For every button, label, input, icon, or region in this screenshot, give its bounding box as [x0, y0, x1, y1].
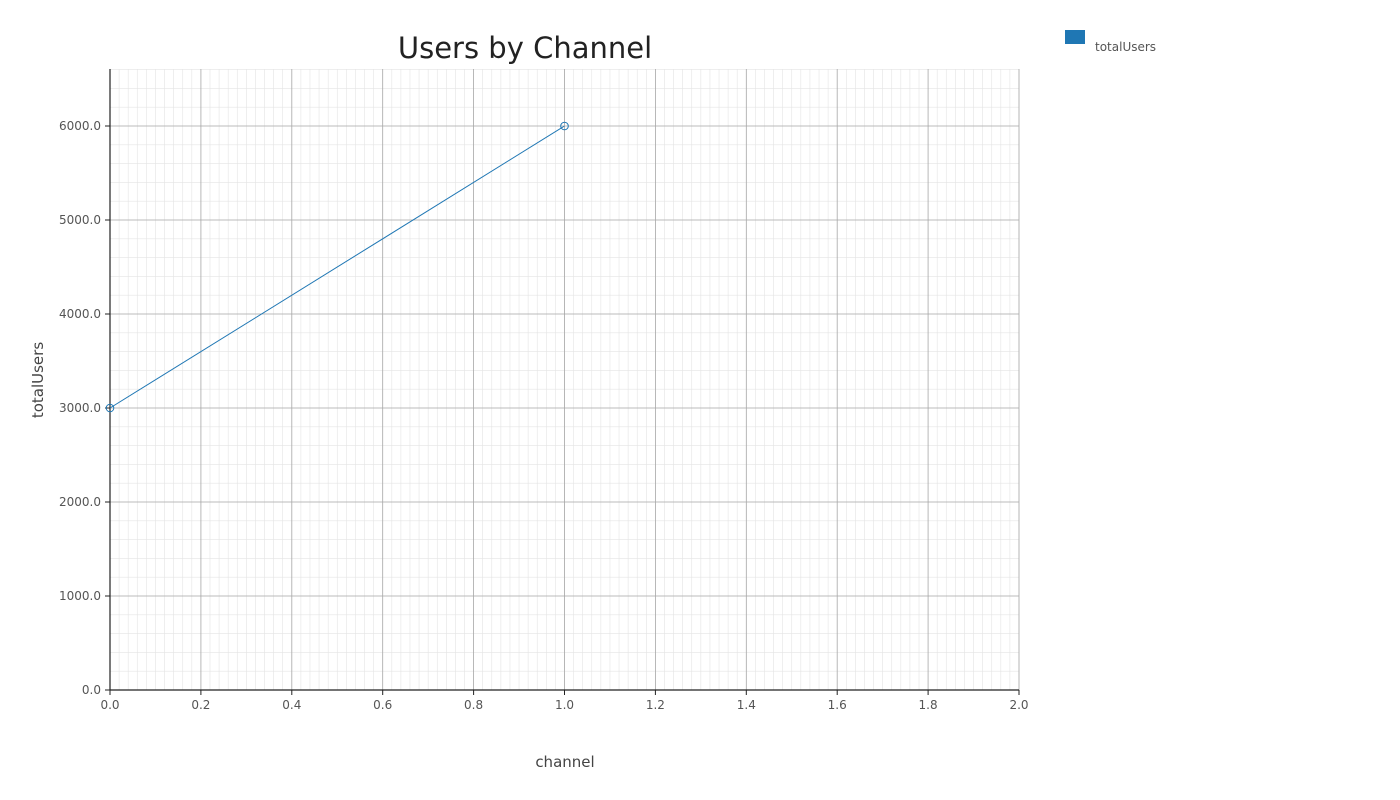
y-tick-label: 1000.0: [59, 589, 101, 603]
x-axis-label: channel: [535, 753, 594, 771]
y-tick-label: 6000.0: [59, 119, 101, 133]
x-tick-label: 0.8: [464, 698, 483, 712]
series-layer: [105, 121, 569, 413]
x-tick-label: 0.6: [373, 698, 392, 712]
x-tick-label: 2.0: [1009, 698, 1028, 712]
y-tick-label: 5000.0: [59, 213, 101, 227]
data-point: [105, 403, 115, 413]
y-tick-label: 0.0: [82, 683, 101, 697]
y-tick-label: 4000.0: [59, 307, 101, 321]
legend: totalUsers: [1065, 30, 1156, 54]
y-tick-label: 3000.0: [59, 401, 101, 415]
x-tick-label: 1.0: [555, 698, 574, 712]
x-tick-label: 0.0: [100, 698, 119, 712]
data-point: [560, 121, 569, 131]
y-axis-ticks: 0.0 1000.0 2000.0 3000.0 4000.0 5000.0 6000.0: [59, 119, 110, 697]
chart-title: Users by Channel: [398, 31, 652, 65]
x-tick-label: 1.8: [919, 698, 938, 712]
x-tick-label: 1.2: [646, 698, 665, 712]
x-tick-label: 0.4: [282, 698, 301, 712]
y-tick-label: 2000.0: [59, 495, 101, 509]
legend-label: totalUsers: [1095, 40, 1156, 54]
y-axis-label: totalUsers: [29, 342, 47, 418]
legend-swatch: [1065, 30, 1085, 44]
x-axis-ticks: 0.0 0.2 0.4 0.6 0.8 1.0 1.2 1.4 1.6 1.8 2.0: [100, 690, 1029, 712]
x-tick-label: 1.4: [737, 698, 756, 712]
series-line: [109, 125, 565, 409]
x-tick-label: 0.2: [191, 698, 210, 712]
x-tick-label: 1.6: [828, 698, 847, 712]
